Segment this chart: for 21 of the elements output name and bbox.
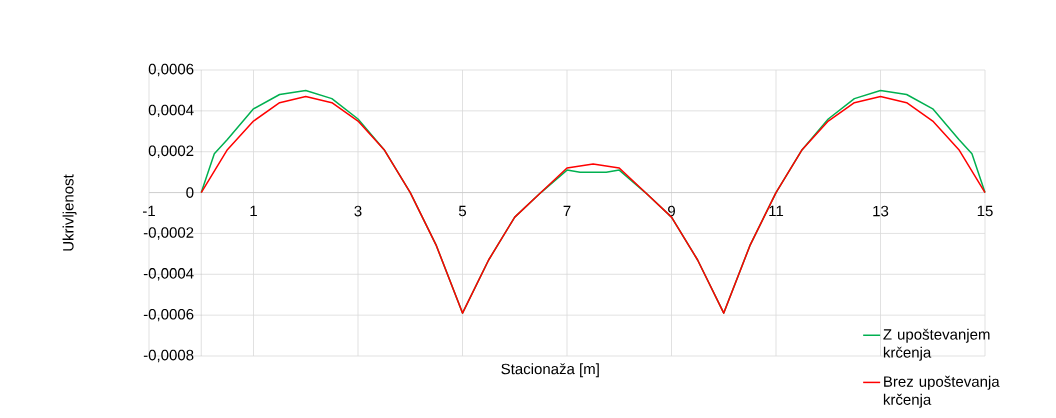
legend-label: Z upoštevanjem krčenja — [883, 328, 990, 361]
x-tick-label: 11 — [769, 205, 784, 217]
y-tick-label: 0 — [186, 187, 194, 198]
y-tick-label: 0,0002 — [148, 145, 194, 158]
y-tick-label: -0,0002 — [143, 227, 194, 240]
x-tick-label: 5 — [458, 205, 467, 217]
y-tick-label: -0,0006 — [143, 308, 194, 322]
y-tick-label: -0,0008 — [143, 349, 194, 363]
x-tick-label: 9 — [668, 205, 675, 217]
x-tick-label: 3 — [354, 205, 362, 217]
x-tick-label: 7 — [563, 205, 571, 217]
y-tick-label: 0,0004 — [148, 104, 194, 118]
y-tick-label: -0,0004 — [143, 268, 194, 281]
x-axis-title: Stacionaža [m] — [501, 363, 599, 378]
x-tick-label: 15 — [977, 205, 993, 217]
y-axis-title: Ukrivljenost — [62, 174, 77, 251]
y-tick-label: 0,0006 — [148, 63, 194, 77]
x-tick-label: 13 — [873, 205, 889, 217]
x-tick-label: -1 — [143, 205, 155, 217]
legend-label: Brez upoštevanja krčenja — [883, 375, 1000, 408]
x-tick-label: 1 — [250, 205, 257, 217]
